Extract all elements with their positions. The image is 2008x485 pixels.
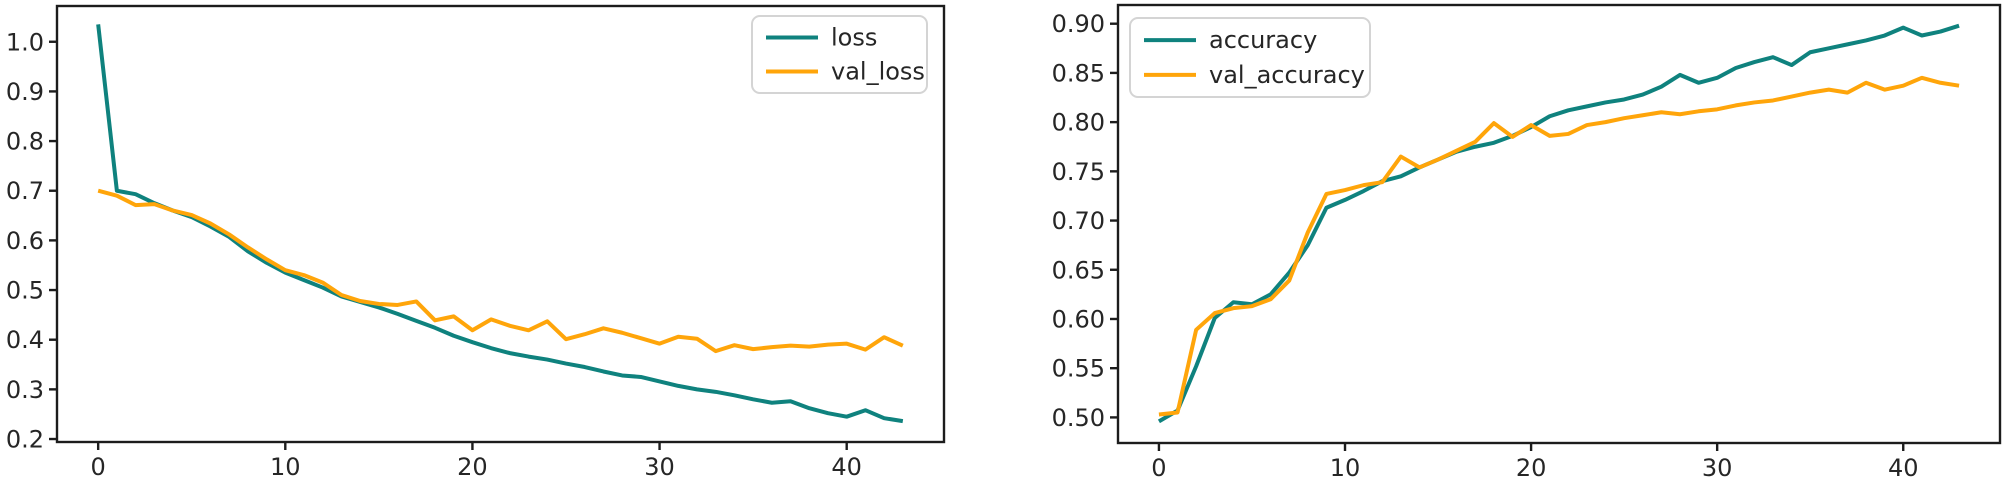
legend-accuracy: accuracy val_accuracy: [1129, 17, 1371, 98]
legend-box: [751, 15, 928, 94]
y-tick-label: 0.4: [6, 326, 44, 354]
y-tick-label: 0.55: [1052, 355, 1105, 383]
y-tick-label: 0.70: [1052, 207, 1105, 235]
x-tick-label: 10: [1330, 454, 1361, 482]
legend-loss: loss val_loss: [751, 15, 928, 94]
loss-chart: 0 10 20 30 40 0.2 0.3 0.4 0.5 0.6 0.7 0.8 0.9 1.0 loss…: [6, 4, 946, 481]
x-tick-label: 30: [1702, 454, 1733, 482]
x-tick-label: 10: [270, 453, 301, 481]
series-line-loss: [96, 24, 904, 424]
y-tick-label: 0.50: [1052, 404, 1105, 432]
legend-label-loss: loss: [831, 24, 877, 52]
y-tick-label: 0.65: [1052, 256, 1105, 284]
x-tick-label: 30: [644, 453, 675, 481]
y-tick-label: 0.75: [1052, 158, 1105, 186]
x-tick-label: 0: [91, 453, 106, 481]
x-tick-label: 40: [1888, 454, 1919, 482]
legend-label-val_accuracy: val_accuracy: [1209, 61, 1365, 89]
legend-box: [1129, 17, 1371, 98]
x-tick-label: 0: [1151, 454, 1166, 482]
y-tick-label: 0.2: [6, 426, 44, 454]
y-tick-label: 0.8: [6, 128, 44, 156]
y-tick-label: 0.7: [6, 177, 44, 205]
y-tick-label: 0.80: [1052, 109, 1105, 137]
legend-label-val_loss: val_loss: [831, 57, 925, 85]
x-tick-label: 20: [1516, 454, 1547, 482]
plot-frame: [1116, 3, 2002, 445]
y-tick-label: 0.9: [6, 78, 44, 106]
y-tick-label: 0.6: [6, 227, 44, 255]
series-line-val_accuracy: [1158, 75, 1960, 417]
y-tick-label: 0.60: [1052, 305, 1105, 333]
y-tick-label: 1.0: [6, 28, 44, 56]
y-tick-label: 0.3: [6, 376, 44, 404]
axes-loss: 0 10 20 30 40 0.2 0.3 0.4 0.5 0.6 0.7 0.8 0.9 1.0: [6, 4, 946, 481]
accuracy-chart: 0 10 20 30 40 0.50 0.55 0.60 0.65 0.70 0.75 0.80 0.8…: [1052, 3, 2002, 482]
legend-label-accuracy: accuracy: [1209, 26, 1317, 54]
x-tick-label: 40: [831, 453, 862, 481]
y-tick-label: 0.5: [6, 277, 44, 305]
plot-frame: [55, 4, 946, 444]
series-line-val_loss: [97, 188, 904, 354]
y-tick-label: 0.85: [1052, 59, 1105, 87]
x-tick-label: 20: [457, 453, 488, 481]
y-tick-label: 0.90: [1052, 10, 1105, 38]
axes-accuracy: 0 10 20 30 40 0.50 0.55 0.60 0.65 0.70 0.75 0.80 0.8…: [1052, 3, 2002, 482]
